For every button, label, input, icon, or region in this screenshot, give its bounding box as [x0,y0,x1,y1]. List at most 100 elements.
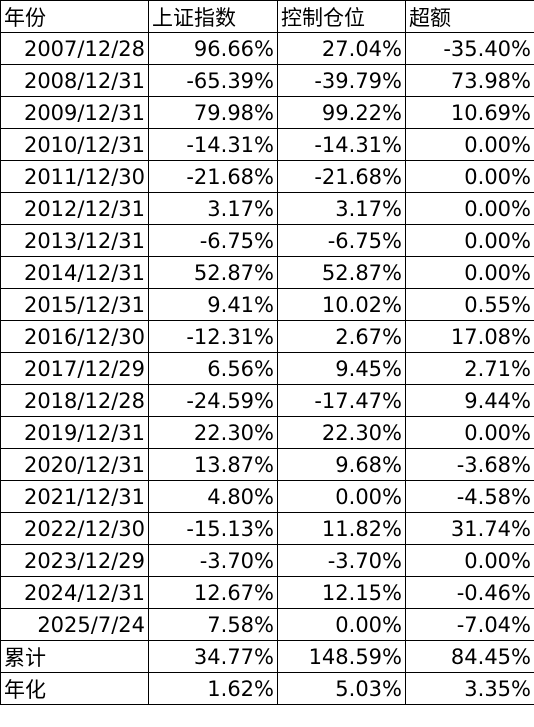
table-body: 2007/12/28 96.66% 27.04% -35.40% 2008/12/31-… [0,32,534,705]
row-label: 2014/12/31 [0,256,149,289]
row-label: 2016/12/30 [0,320,149,353]
value-cell: 0.00% [405,192,534,225]
value-cell: -39.79% [277,64,406,97]
row-label: 2022/12/30 [0,512,149,545]
table-row: 2010/12/31 -14.31% -14.31% 0.00% [0,128,534,161]
value-cell: -3.70% [277,544,406,577]
value-cell: 0.55% [405,288,534,321]
value-cell: 3.17% [148,192,278,225]
row-label: 2021/12/31 [0,480,149,513]
value-cell: 34.77% [148,640,278,673]
row-label: 2020/12/31 [0,448,149,481]
table-row: 年化 1.62% 5.03% 3.35% [0,672,534,705]
value-cell: -6.75% [277,224,406,257]
value-cell: 0.00% [405,224,534,257]
value-cell: 84.45% [405,640,534,673]
table-row: 2011/12/30 -21.68% -21.68% 0.00% [0,160,534,193]
value-cell: 3.35% [405,672,534,705]
row-label: 2012/12/31 [0,192,149,225]
table-row: 2008/12/31 -65.39% -39.79% 73.98% [0,64,534,97]
value-cell: 10.69% [405,96,534,129]
value-cell: -24.59% [148,384,278,417]
value-cell: 1.62% [148,672,278,705]
value-cell: 0.00% [405,160,534,193]
value-cell: 31.74% [405,512,534,545]
value-cell: -12.31% [148,320,278,353]
row-label: 2007/12/28 [0,32,149,65]
row-label: 2025/7/24 [0,608,149,641]
value-cell: 148.59% [277,640,406,673]
value-cell: 2.71% [405,352,534,385]
row-label: 2015/12/31 [0,288,149,321]
value-cell: -21.68% [148,160,278,193]
value-cell: 17.08% [405,320,534,353]
value-cell: 5.03% [277,672,406,705]
table-row: 2021/12/31 4.80% 0.00% -4.58% [0,480,534,513]
table-row: 2012/12/31 3.17% 3.17% 0.00% [0,192,534,225]
value-cell: -15.13% [148,512,278,545]
value-cell: 99.22% [277,96,406,129]
row-label: 2010/12/31 [0,128,149,161]
value-cell: -3.70% [148,544,278,577]
header-cell: 超额 [405,0,534,33]
row-label: 2009/12/31 [0,96,149,129]
value-cell: 0.00% [405,416,534,449]
header-cell: 上证指数 [148,0,278,33]
value-cell: -21.68% [277,160,406,193]
value-cell: -7.04% [405,608,534,641]
table-row: 2013/12/31 -6.75% -6.75% 0.00% [0,224,534,257]
value-cell: 0.00% [405,128,534,161]
row-label: 2011/12/30 [0,160,149,193]
row-label: 2023/12/29 [0,544,149,577]
value-cell: 79.98% [148,96,278,129]
value-cell: 12.15% [277,576,406,609]
value-cell: 22.30% [277,416,406,449]
table-row: 2014/12/31 52.87% 52.87% 0.00% [0,256,534,289]
table-row: 2009/12/31 79.98% 99.22% 10.69% [0,96,534,129]
table-row: 2019/12/31 22.30% 22.30% 0.00% [0,416,534,449]
table-row: 2022/12/30 -15.13% 11.82% 31.74% [0,512,534,545]
value-cell: -35.40% [405,32,534,65]
table-row: 2024/12/31 12.67% 12.15% -0.46% [0,576,534,609]
table-row: 2020/12/31 13.87% 9.68% -3.68% [0,448,534,481]
table-row: 累计 34.77% 148.59% 84.45% [0,640,534,673]
value-cell: -3.68% [405,448,534,481]
table-row: 2016/12/30 -12.31% 2.67% 17.08% [0,320,534,353]
value-cell: 10.02% [277,288,406,321]
table-row: 2015/12/31 9.41% 10.02% 0.55% [0,288,534,321]
value-cell: 9.41% [148,288,278,321]
value-cell: -6.75% [148,224,278,257]
value-cell: 6.56% [148,352,278,385]
header-cell: 控制仓位 [277,0,406,33]
value-cell: 52.87% [277,256,406,289]
value-cell: -17.47% [277,384,406,417]
value-cell: -14.31% [277,128,406,161]
value-cell: 0.00% [405,256,534,289]
value-cell: 0.00% [277,608,406,641]
value-cell: 0.00% [405,544,534,577]
value-cell: 22.30% [148,416,278,449]
value-cell: 9.45% [277,352,406,385]
table-row: 2007/12/28 96.66% 27.04% -35.40% [0,32,534,65]
row-label: 2008/12/31 [0,64,149,97]
value-cell: 4.80% [148,480,278,513]
value-cell: 12.67% [148,576,278,609]
table-row: 2025/7/24 7.58% 0.00% -7.04% [0,608,534,641]
row-label: 2017/12/29 [0,352,149,385]
table-row: 2017/12/29 6.56% 9.45% 2.71% [0,352,534,385]
value-cell: 27.04% [277,32,406,65]
value-cell: -0.46% [405,576,534,609]
value-cell: 3.17% [277,192,406,225]
header-cell: 年份 [0,0,149,33]
header-row: 年份 上证指数 控制仓位 超额 [0,0,534,33]
value-cell: 0.00% [277,480,406,513]
row-label: 2024/12/31 [0,576,149,609]
row-label: 2018/12/28 [0,384,149,417]
value-cell: 96.66% [148,32,278,65]
value-cell: 9.68% [277,448,406,481]
value-cell: 9.44% [405,384,534,417]
table-row: 2018/12/28 -24.59% -17.47% 9.44% [0,384,534,417]
value-cell: 52.87% [148,256,278,289]
value-cell: -4.58% [405,480,534,513]
